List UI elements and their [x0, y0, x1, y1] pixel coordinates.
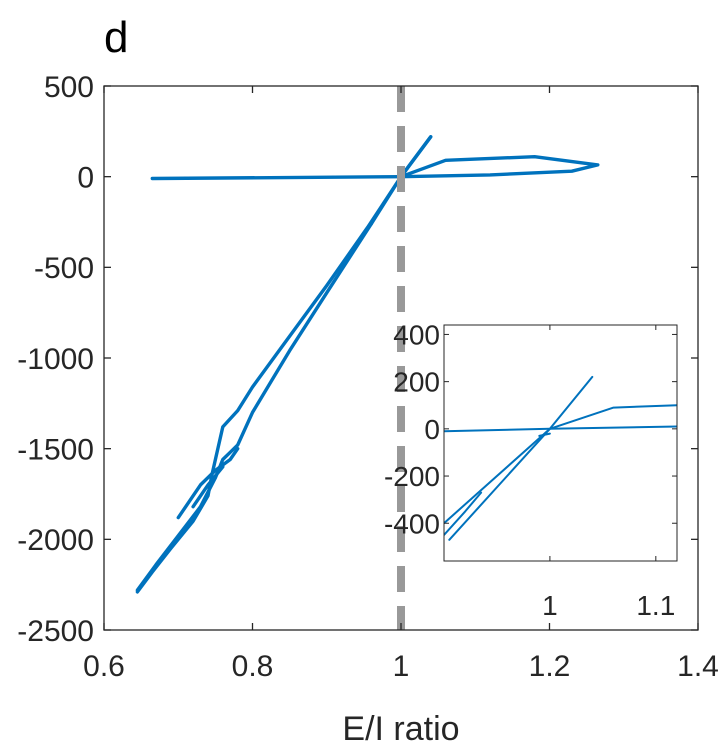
main-ticks: [103, 85, 699, 631]
inset-y-tick-labels: -400 -200 0 200 400: [384, 320, 440, 540]
inset-ticks: [444, 325, 677, 561]
inset-y-tick-label-4: 400: [393, 320, 440, 351]
inset-series-0-segment-3: [444, 491, 483, 536]
inset-x-tick-labels: 1 1.1: [542, 590, 675, 621]
main-x-tick-labels: 0.6 0.8 1 1.2 1.4: [83, 650, 719, 683]
inset-series-lines: [444, 375, 677, 541]
main-series-0-segment-4: [135, 222, 373, 592]
x-axis-label: E/I ratio: [342, 710, 459, 748]
inset-background: [444, 325, 677, 561]
main-y-tick-label-5: 0: [77, 161, 94, 194]
main-y-tick-label-0: -2500: [17, 615, 94, 648]
main-y-tick-label-4: -500: [34, 252, 94, 285]
main-x-tick-label-3: 1.2: [529, 650, 571, 683]
inset-y-tick-label-3: 200: [393, 367, 440, 398]
main-y-tick-labels: -2500 -2000 -1500 -1000 -500 0 500: [17, 71, 94, 648]
main-plot: 0.6 0.8 1 1.2 1.4 -2500-2000-1500-1000-50005…: [17, 71, 719, 748]
main-x-tick-label-2: 1: [393, 650, 410, 683]
inset-y-tick-label-0: -400: [384, 508, 440, 539]
inset-series-0-segment-4: [538, 432, 551, 437]
main-x-tick-label-4: 1.4: [677, 650, 719, 683]
main-y-tick-label-1: -2000: [17, 524, 94, 557]
inset-y-tick-label-2: 0: [424, 414, 440, 445]
main-y-tick-label-3: -1000: [17, 343, 94, 376]
inset-series-0-segment-1: [448, 404, 677, 541]
inset-y-tick-label-1: -200: [384, 461, 440, 492]
main-series-0-segment-2: [399, 154, 600, 179]
main-series-0-segment-7: [191, 465, 225, 509]
panel-label: d: [104, 13, 128, 62]
inset-series-0-segment-2: [444, 375, 594, 525]
inset-plot-frame: [443, 324, 678, 562]
inset-x-tick-label-1: 1.1: [636, 590, 675, 621]
inset-x-tick-label-0: 1: [542, 590, 558, 621]
main-series-0-segment-3: [135, 174, 403, 594]
main-x-tick-label-0: 0.6: [83, 650, 125, 683]
main-y-tick-label-2: -1500: [17, 433, 94, 466]
main-x-tick-label-1: 0.8: [232, 650, 274, 683]
main-y-tick-label-6: 500: [44, 71, 94, 104]
main-series-0-segment-0: [150, 174, 403, 181]
main-series-0-segment-6: [176, 447, 240, 520]
